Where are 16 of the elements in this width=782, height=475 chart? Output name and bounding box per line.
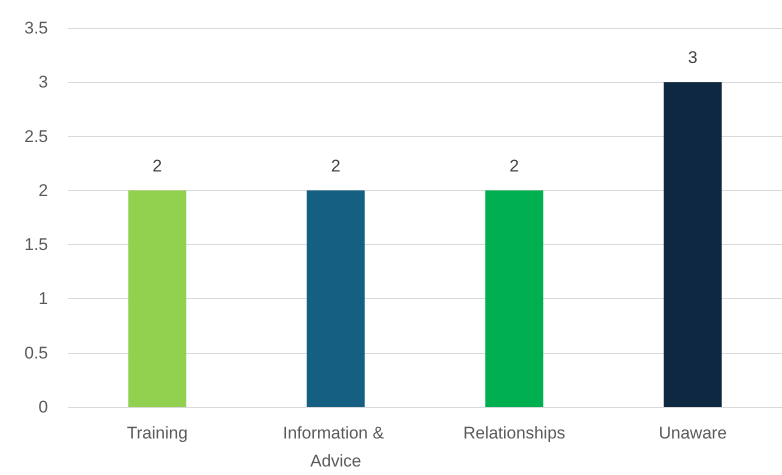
x-tick-label: Relationships	[463, 424, 566, 442]
data-label: 2	[331, 156, 340, 176]
y-tick-label: 0	[38, 398, 48, 416]
data-label: 2	[510, 156, 519, 176]
x-tick-label: Training	[126, 424, 188, 442]
y-tick-label: 1	[38, 289, 48, 308]
x-tick-label: Unaware	[658, 424, 727, 442]
y-tick-label: 3.5	[24, 18, 48, 38]
data-label: 3	[688, 48, 698, 68]
y-tick-label: 2.5	[24, 126, 48, 146]
y-tick-label: 3	[38, 72, 48, 92]
y-tick-label: 2	[38, 180, 48, 200]
data-label: 2	[152, 156, 162, 176]
y-tick-label: 1.5	[24, 235, 48, 254]
x-tick-label: Information & Advice	[282, 424, 389, 470]
y-tick-label: 0.5	[24, 343, 48, 362]
